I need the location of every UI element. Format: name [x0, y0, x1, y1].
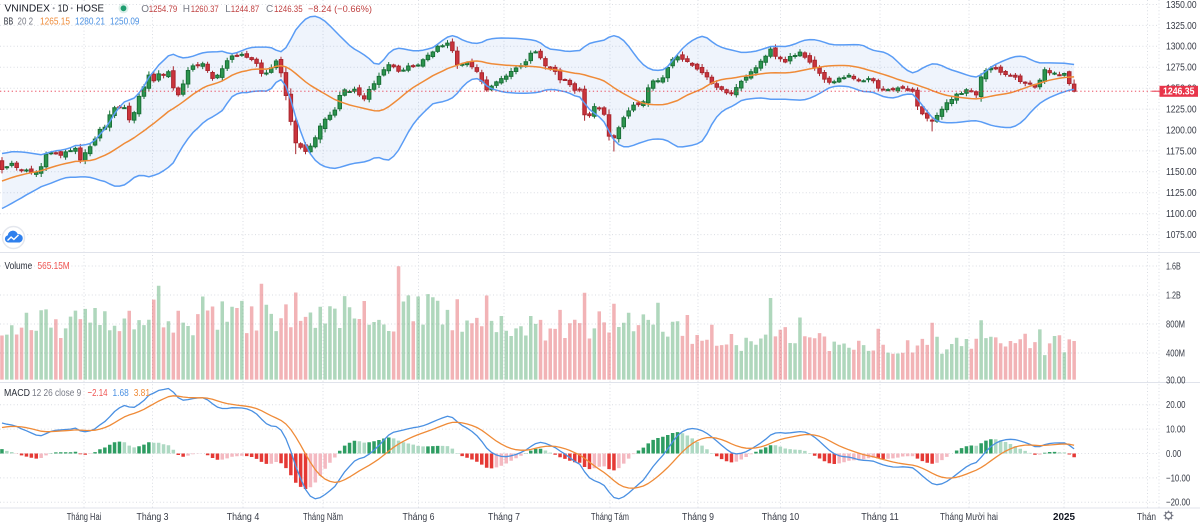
svg-text:1200.00: 1200.00	[1166, 125, 1197, 136]
svg-text:2025: 2025	[1053, 512, 1075, 523]
svg-text:Tháng 11: Tháng 11	[861, 512, 899, 523]
svg-text:C: C	[266, 4, 273, 15]
svg-text:1254.79: 1254.79	[149, 4, 178, 15]
svg-text:20.00: 20.00	[1166, 400, 1186, 411]
svg-text:Tháng 4: Tháng 4	[227, 512, 260, 523]
svg-text:1250.09: 1250.09	[110, 16, 140, 28]
svg-text:1075.00: 1075.00	[1166, 230, 1197, 241]
svg-text:30.00: 30.00	[1166, 376, 1186, 387]
svg-text:1100.00: 1100.00	[1166, 209, 1197, 220]
svg-text:Tháng Hai: Tháng Hai	[67, 512, 102, 523]
svg-text:BB: BB	[4, 16, 13, 28]
svg-text:Thán: Thán	[1137, 512, 1156, 523]
svg-text:Tháng Mười hai: Tháng Mười hai	[940, 512, 998, 523]
svg-text:1325.00: 1325.00	[1166, 21, 1197, 32]
svg-text:1265.15: 1265.15	[40, 16, 70, 28]
svg-text:1244.87: 1244.87	[231, 4, 260, 15]
svg-text:1300.00: 1300.00	[1166, 42, 1197, 53]
svg-text:0.00: 0.00	[1166, 449, 1182, 460]
svg-text:Tháng Năm: Tháng Năm	[303, 512, 343, 523]
svg-text:1246.35: 1246.35	[1163, 87, 1195, 98]
svg-text:1D: 1D	[58, 3, 69, 14]
svg-text:H: H	[183, 4, 190, 15]
svg-text:20 2: 20 2	[18, 16, 34, 28]
svg-text:1260.37: 1260.37	[191, 4, 219, 15]
svg-text:1246.35: 1246.35	[274, 4, 303, 15]
svg-text:10.00: 10.00	[1166, 425, 1186, 436]
svg-text:Tháng 9: Tháng 9	[682, 512, 714, 523]
svg-text:MACD: MACD	[4, 387, 30, 399]
svg-text:400M: 400M	[1166, 348, 1185, 359]
svg-text:Volume: Volume	[5, 260, 33, 272]
svg-text:−8.24 (−0.66%): −8.24 (−0.66%)	[308, 4, 372, 15]
svg-text:1150.00: 1150.00	[1166, 167, 1197, 178]
svg-text:Tháng 3: Tháng 3	[137, 512, 169, 523]
svg-text:Tháng Tám: Tháng Tám	[591, 512, 629, 523]
svg-text:1.2B: 1.2B	[1166, 290, 1181, 301]
svg-text:1175.00: 1175.00	[1166, 146, 1197, 157]
svg-text:HOSE: HOSE	[76, 3, 104, 14]
svg-text:1225.00: 1225.00	[1166, 105, 1197, 116]
svg-text:1350.00: 1350.00	[1166, 0, 1197, 11]
svg-text:L: L	[225, 4, 231, 15]
svg-text:565.15M: 565.15M	[38, 260, 70, 272]
svg-text:1.68: 1.68	[113, 387, 129, 399]
svg-text:−20.00: −20.00	[1166, 498, 1191, 509]
svg-text:1280.21: 1280.21	[75, 16, 105, 28]
svg-text:1275.00: 1275.00	[1166, 63, 1197, 74]
svg-text:Tháng 10: Tháng 10	[762, 512, 800, 523]
svg-text:1.6B: 1.6B	[1166, 261, 1181, 272]
svg-text:VNINDEX: VNINDEX	[5, 3, 51, 14]
svg-text:12 26 close 9: 12 26 close 9	[32, 387, 81, 399]
svg-text:3.81: 3.81	[134, 387, 150, 399]
svg-text:O: O	[141, 4, 149, 15]
svg-text:Tháng 7: Tháng 7	[488, 512, 520, 523]
svg-text:800M: 800M	[1166, 319, 1185, 330]
svg-text:−10.00: −10.00	[1166, 473, 1191, 484]
svg-text:Tháng 6: Tháng 6	[403, 512, 435, 523]
svg-text:−2.14: −2.14	[88, 387, 108, 399]
svg-text:1125.00: 1125.00	[1166, 188, 1197, 199]
